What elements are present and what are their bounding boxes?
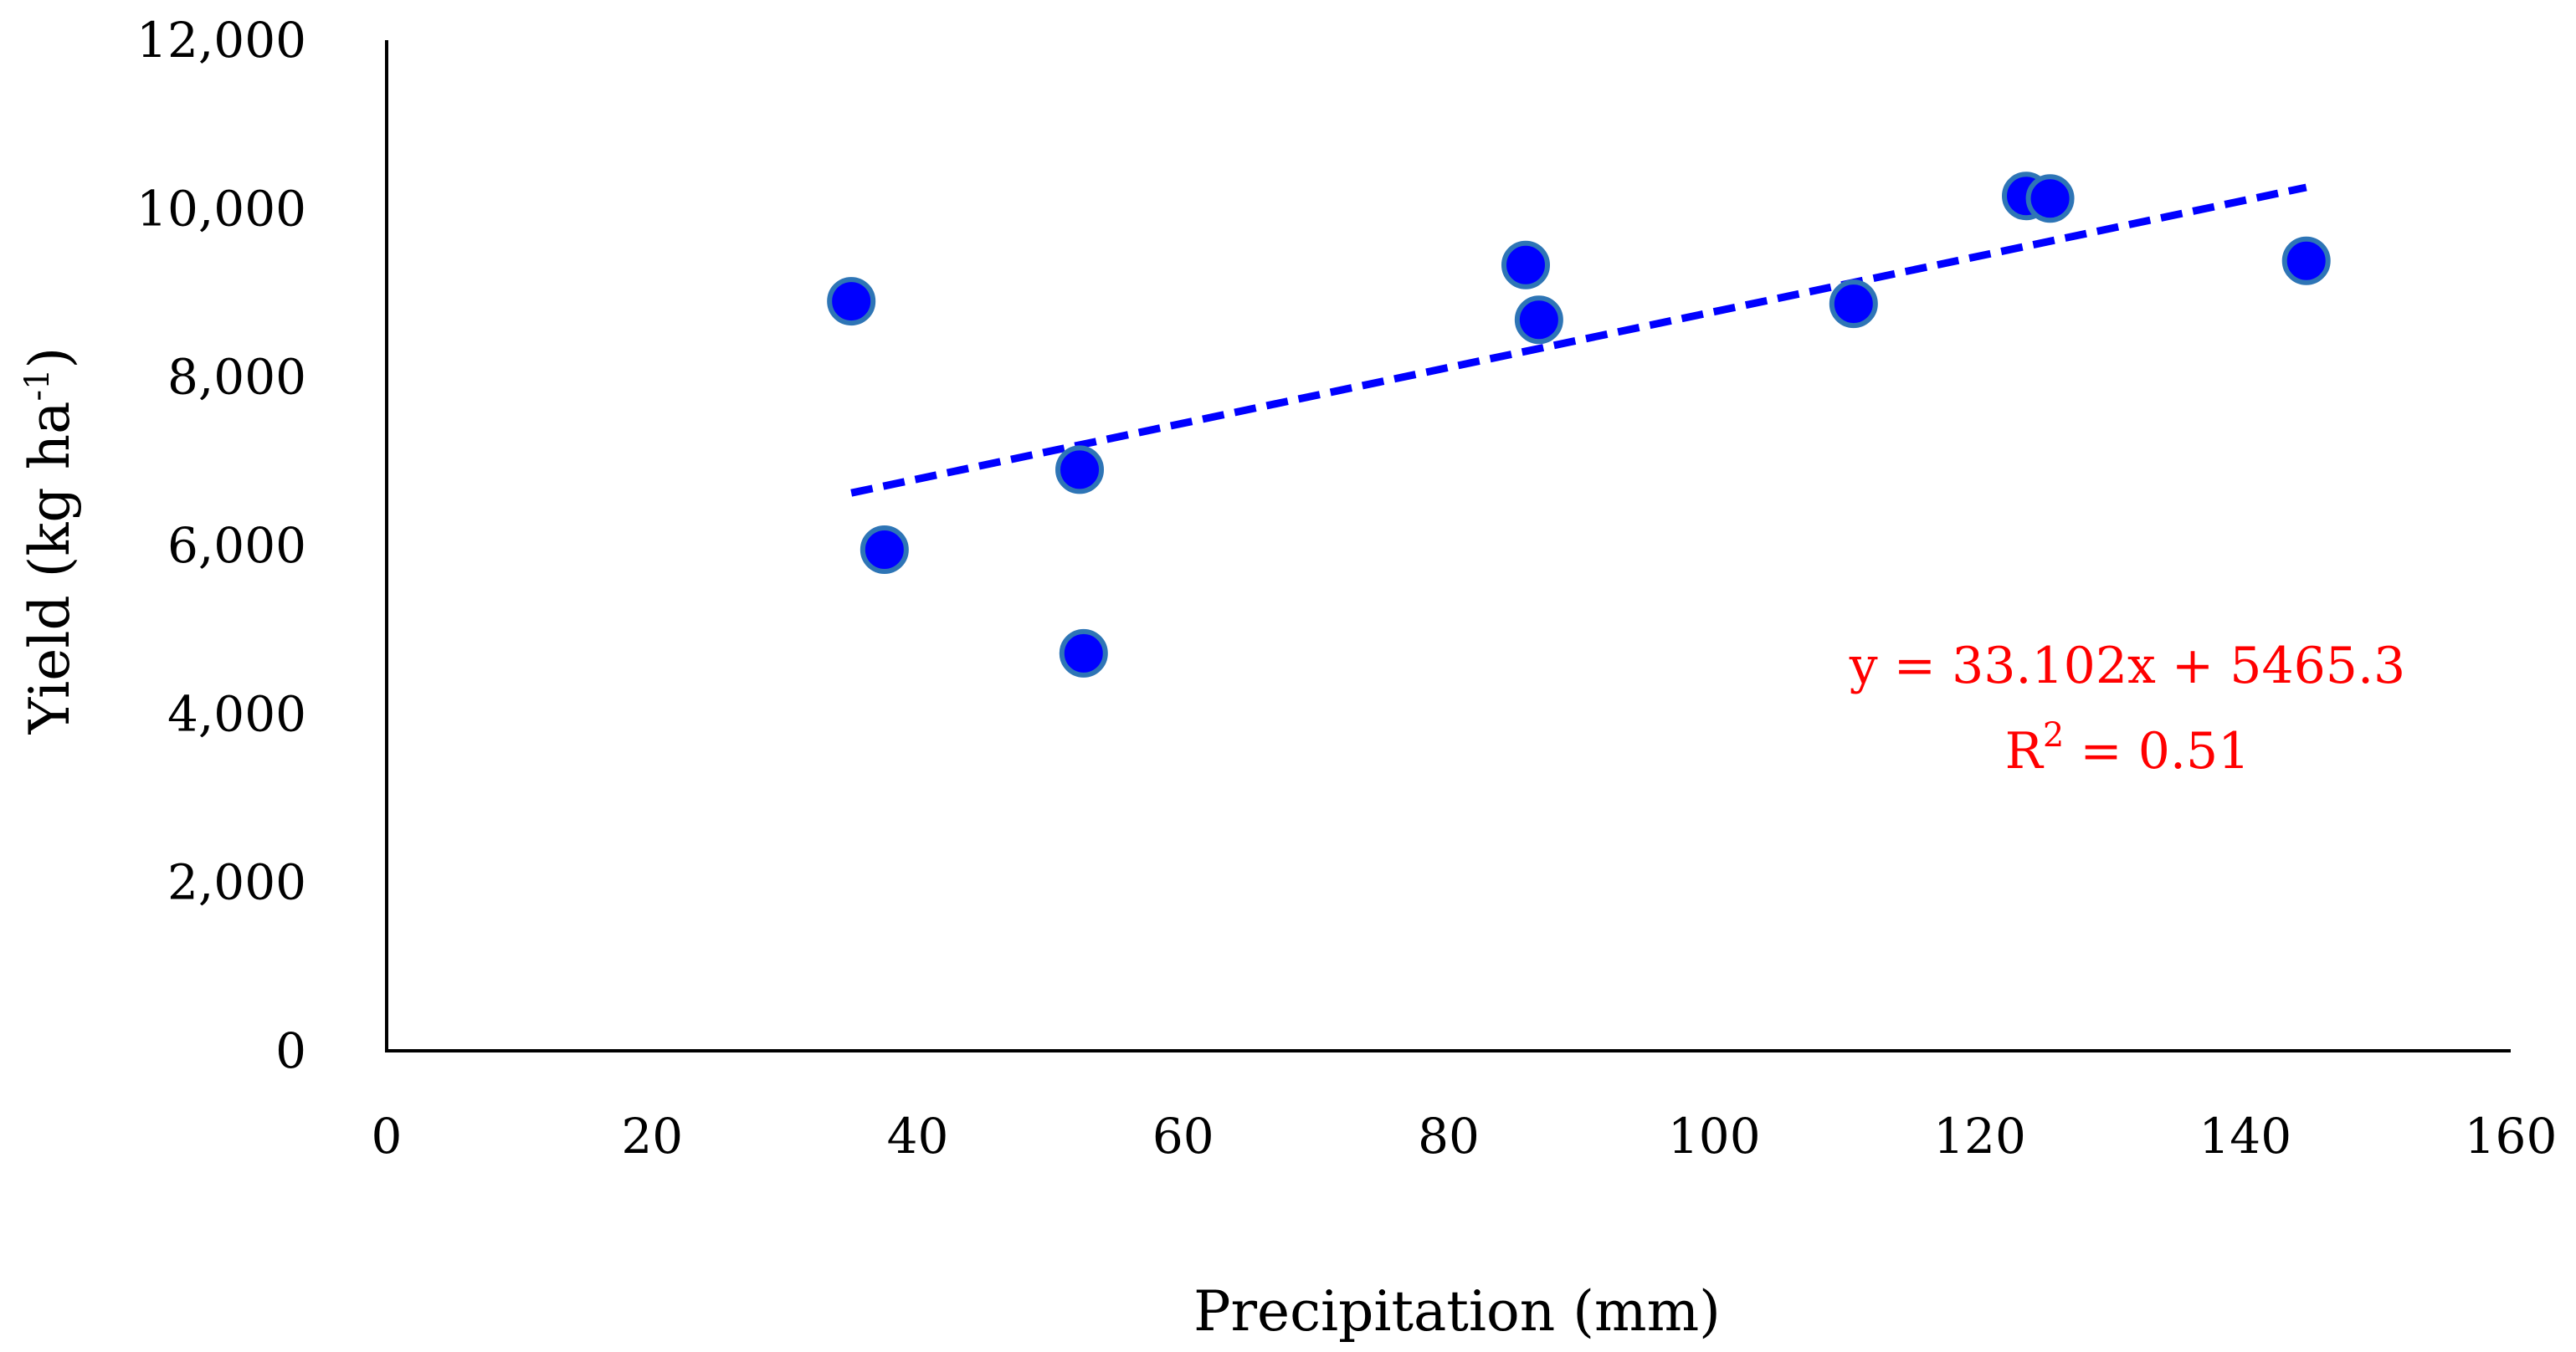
data-point <box>1059 628 1108 678</box>
x-tick-label: 20 <box>621 1108 683 1165</box>
x-tick-labels: 0 20 40 60 80 100 120 140 160 <box>372 1108 2558 1165</box>
r-squared-value: = 0.51 <box>2064 722 2250 781</box>
y-axis-title-main: Yield (kg ha <box>18 401 82 735</box>
x-tick-label: 100 <box>1668 1108 1761 1165</box>
data-points <box>827 172 2331 678</box>
trendline-equation: y = 33.102x + 5465.3 <box>1849 637 2405 695</box>
y-tick-label: 8,000 <box>167 349 306 406</box>
y-axis-title-close: ) <box>18 347 82 369</box>
y-tick-label: 6,000 <box>167 517 306 574</box>
data-point <box>1829 279 1878 329</box>
data-point <box>860 525 909 575</box>
data-point <box>2025 174 2075 223</box>
x-tick-label: 40 <box>887 1108 949 1165</box>
trendline <box>850 183 2307 497</box>
x-tick-label: 80 <box>1418 1108 1480 1165</box>
data-point <box>2281 236 2331 285</box>
y-tick-labels: 0 2,000 4,000 6,000 8,000 10,000 12,000 <box>136 12 306 1079</box>
x-axis-title: Precipitation (mm) <box>1193 1279 1721 1344</box>
x-tick-label: 0 <box>372 1108 403 1165</box>
y-axis-title-superscript: -1 <box>18 369 57 402</box>
x-tick-label: 120 <box>1933 1108 2026 1165</box>
y-tick-label: 0 <box>275 1022 306 1079</box>
x-tick-label: 140 <box>2199 1108 2291 1165</box>
r-squared-label: R2 = 0.51 <box>2005 716 2250 781</box>
y-tick-label: 4,000 <box>167 685 306 742</box>
r-squared-superscript: 2 <box>2043 716 2064 755</box>
y-tick-label: 2,000 <box>167 854 306 911</box>
x-tick-label: 60 <box>1152 1108 1214 1165</box>
x-tick-label: 160 <box>2465 1108 2558 1165</box>
data-point <box>827 277 876 326</box>
data-point <box>1514 295 1563 345</box>
data-point <box>1055 445 1105 494</box>
y-tick-label: 12,000 <box>136 12 306 69</box>
y-tick-label: 10,000 <box>136 180 306 237</box>
r-squared-base: R <box>2005 722 2045 781</box>
data-point <box>1501 240 1551 289</box>
y-axis-title: Yield (kg ha-1) <box>18 347 82 735</box>
